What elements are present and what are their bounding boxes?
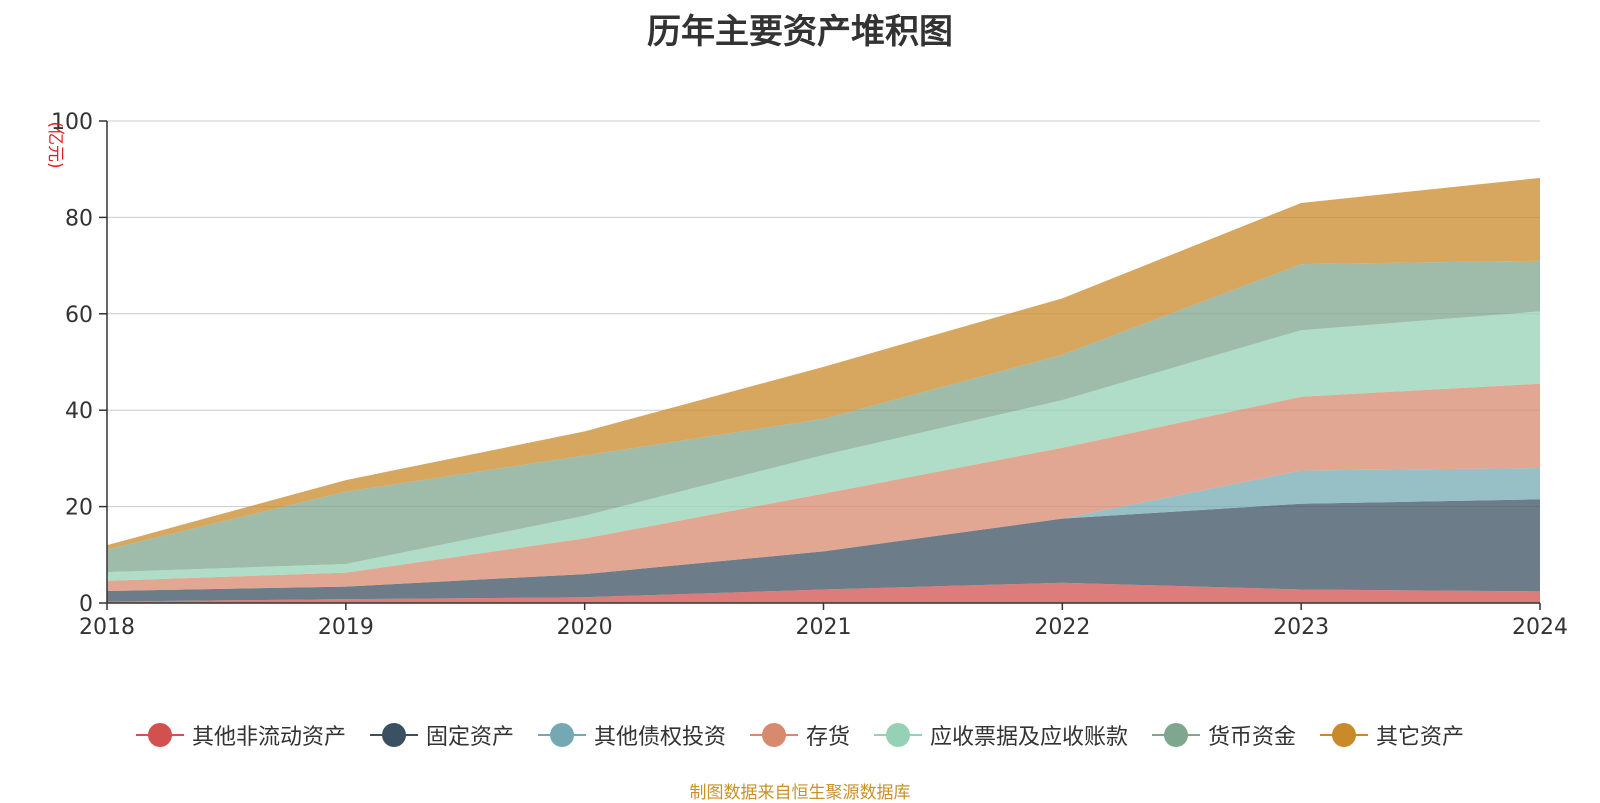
area-series: [107, 177, 1540, 603]
legend-label: 应收票据及应收账款: [930, 725, 1129, 750]
legend-label: 固定资产: [425, 725, 514, 750]
legend-marker: [135, 723, 184, 747]
area-series-固定资产: [107, 499, 1540, 602]
x-tick-label: 2019: [318, 615, 374, 640]
axes: [99, 120, 1541, 610]
x-tick-label: 2018: [79, 615, 135, 640]
area-series-其它资产: [107, 177, 1540, 550]
legend-item[interactable]: 其他非流动资产: [135, 719, 346, 751]
y-tick-label: 60: [65, 303, 93, 328]
legend-marker: [369, 723, 418, 747]
legend-label: 其他非流动资产: [191, 725, 346, 750]
legend-marker: [1320, 723, 1369, 747]
y-axis-unit-label: (亿元): [45, 121, 65, 168]
legend-label: 存货: [805, 725, 850, 750]
area-series-其他债权投资: [107, 468, 1540, 591]
legend-item[interactable]: 应收票据及应收账款: [874, 719, 1128, 751]
legend-item[interactable]: 其他债权投资: [537, 719, 726, 751]
x-tick-labels: 2018 2019 2020 2021 2022 2023 2024: [79, 615, 1568, 640]
area-series-应收票据及应收账款: [107, 311, 1540, 581]
y-tick-label: 20: [65, 496, 93, 521]
legend-item[interactable]: 其它资产: [1320, 719, 1464, 751]
area-series-其他非流动资产: [107, 582, 1540, 603]
legend-marker: [537, 723, 586, 747]
x-tick-label: 2023: [1273, 615, 1329, 640]
chart-title: 历年主要资产堆积图: [647, 12, 953, 52]
legend-item[interactable]: 存货: [749, 719, 850, 751]
y-tick-label: 40: [65, 399, 93, 424]
y-tick-label: 100: [51, 110, 93, 135]
legend-marker: [874, 723, 922, 747]
legend: 其他非流动资产 固定资产 其他债权投资 存货 应收票据及应收账款 货币资金 其它资产: [0, 718, 1600, 752]
legend-label: 其他债权投资: [593, 725, 726, 750]
x-tick-label: 2020: [557, 615, 613, 640]
x-tick-label: 2021: [796, 615, 852, 640]
legend-item[interactable]: 固定资产: [369, 719, 514, 751]
y-tick-label: 80: [65, 206, 93, 231]
legend-marker: [1152, 723, 1201, 747]
legend-label: 货币资金: [1208, 725, 1297, 750]
y-tick-labels: 0 20 40 60 80 100: [51, 110, 93, 617]
x-tick-label: 2024: [1512, 615, 1568, 640]
x-tick-label: 2022: [1034, 615, 1090, 640]
area-series-货币资金: [107, 260, 1540, 573]
legend-label: 其它资产: [1376, 725, 1465, 750]
area-series-存货: [107, 383, 1540, 591]
legend-item[interactable]: 货币资金: [1152, 719, 1296, 751]
legend-marker: [749, 723, 798, 747]
data-source-note: 制图数据来自恒生聚源数据库: [689, 783, 911, 803]
y-tick-label: 0: [79, 592, 93, 617]
